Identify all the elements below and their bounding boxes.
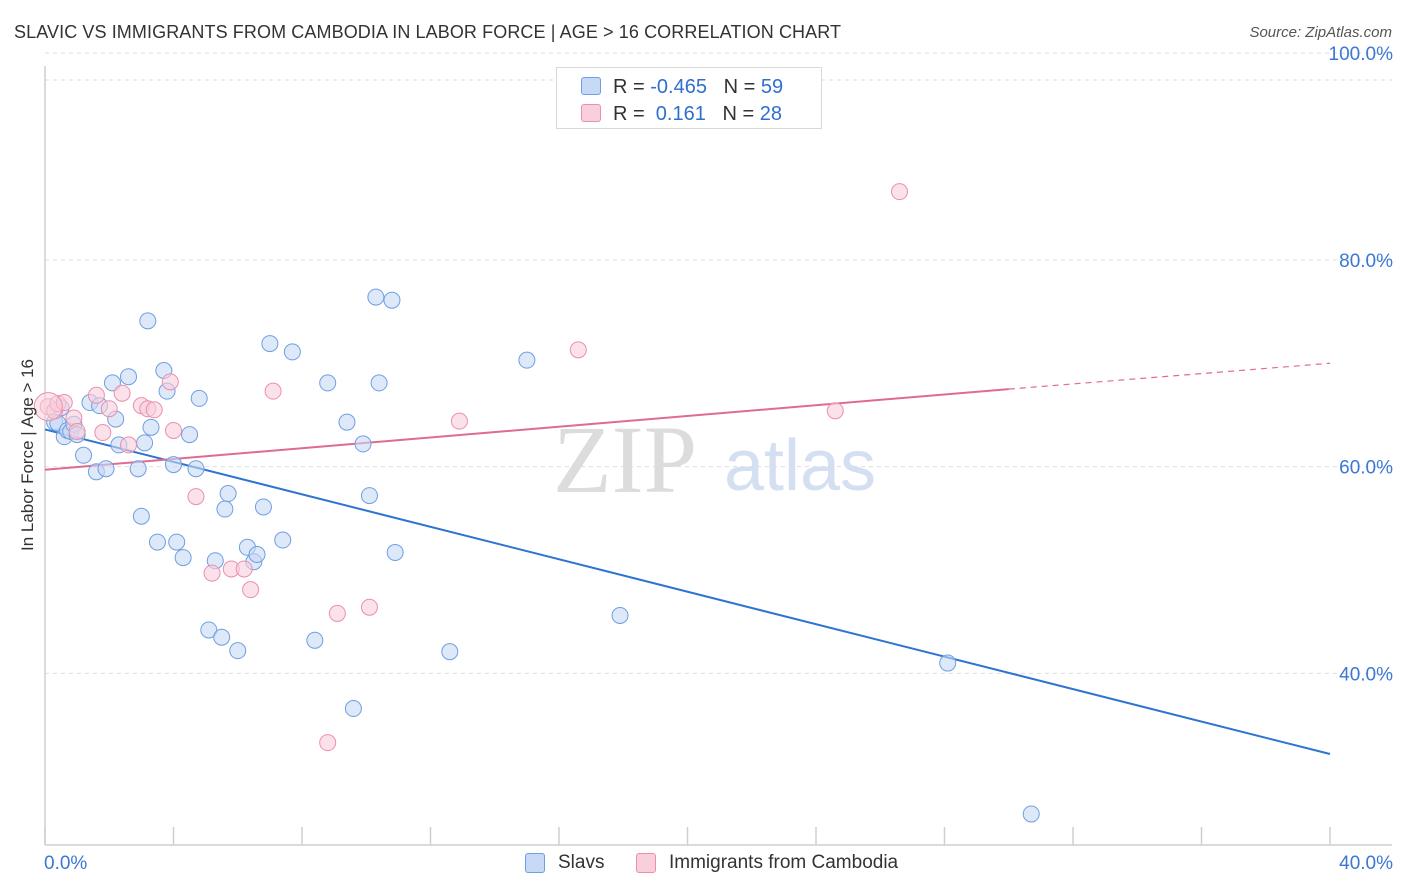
y-tick-label: 40.0%	[1339, 664, 1393, 685]
cambodia-point	[161, 373, 179, 391]
slavs-point	[338, 413, 356, 431]
cambodia-point	[187, 488, 205, 506]
cambodia-point	[165, 421, 182, 439]
legend-n-value: 59	[760, 76, 784, 98]
slavs-point	[360, 487, 378, 505]
slavs-point	[181, 426, 199, 444]
legend-n-value: 28	[759, 103, 783, 125]
cambodia-point	[68, 422, 86, 440]
cambodia-point	[235, 560, 253, 578]
slavs-point	[174, 549, 192, 567]
legend-r-value: 0.161	[650, 103, 706, 125]
legend-label-slavs: Slavs	[558, 852, 605, 873]
slavs-point	[319, 374, 337, 392]
slavs-point	[136, 434, 154, 452]
cambodia-point	[450, 412, 468, 430]
y-tick-label: 60.0%	[1339, 458, 1393, 479]
cambodia-point	[145, 401, 163, 419]
cambodia-point	[319, 734, 337, 752]
slavs-point	[939, 654, 957, 672]
slavs-point	[274, 531, 292, 549]
slavs-trend-line	[44, 428, 1331, 755]
slavs-point	[261, 335, 279, 353]
legend-r-label: R =	[613, 76, 651, 98]
slavs-point	[168, 533, 186, 551]
slavs-point	[518, 351, 536, 369]
slavs-point	[283, 343, 301, 361]
chart-title: SLAVIC VS IMMIGRANTS FROM CAMBODIA IN LA…	[14, 22, 842, 42]
slavs-point	[386, 543, 404, 561]
legend-swatch-blue	[525, 853, 545, 873]
slavs-point	[383, 291, 401, 309]
x-tick-label: 40.0%	[1339, 853, 1393, 874]
slavs-point	[219, 485, 237, 503]
slavs-point	[254, 498, 272, 516]
slavs-point	[306, 631, 324, 649]
cambodia-point	[328, 604, 346, 622]
y-tick-label: 80.0%	[1339, 251, 1393, 272]
source-credit: Source: ZipAtlas.com	[1249, 24, 1392, 41]
y-tick-label: 100.0%	[1329, 44, 1394, 65]
legend-label-cambodia: Immigrants from Cambodia	[669, 852, 899, 873]
legend-swatch-pink	[636, 853, 656, 873]
cambodia-point	[569, 341, 587, 359]
legend-swatch-blue	[581, 77, 601, 95]
legend-swatch-pink	[581, 104, 601, 122]
slavs-point	[213, 628, 231, 646]
cambodia-trend-line	[44, 388, 1009, 471]
slavs-point	[129, 460, 147, 478]
slavs-point	[190, 389, 208, 407]
slavs-point	[139, 312, 157, 330]
cambodia-point	[891, 183, 909, 201]
trend-lines	[44, 362, 1331, 755]
legend-n-label: N =	[722, 103, 760, 125]
watermark: ZIP atlas	[553, 406, 876, 513]
slavs-point	[344, 700, 362, 718]
slavs-point	[1022, 805, 1040, 823]
cambodia-point	[87, 386, 105, 404]
tick-labels: 40.0% 60.0% 80.0% 100.0% 0.0% 40.0%	[44, 44, 1393, 874]
cambodia-point	[203, 564, 221, 582]
slavs-point	[120, 368, 138, 386]
legend-r-label: R =	[613, 103, 651, 125]
cambodia-point	[242, 581, 260, 599]
axes	[44, 66, 1392, 846]
slavs-point	[611, 607, 629, 624]
legend-r-value: -0.465	[650, 76, 707, 98]
slavs-point	[142, 418, 160, 436]
cambodia-point	[100, 400, 118, 418]
slavs-point	[148, 533, 166, 551]
slavs-point	[354, 435, 372, 453]
slavs-point	[441, 643, 459, 661]
watermark-atlas: atlas	[724, 426, 876, 506]
slavs-point	[132, 507, 150, 525]
cambodia-point	[120, 436, 138, 454]
slavs-point	[165, 456, 182, 474]
cambodia-point	[264, 382, 282, 400]
slavs-point	[187, 460, 205, 478]
slavs-point	[200, 621, 218, 639]
correlation-legend: R = -0.465 N = 59 R = 0.161 N = 28	[556, 67, 822, 129]
slavs-point	[367, 288, 385, 306]
cambodia-point	[826, 402, 844, 420]
y-axis-label: In Labor Force | Age > 16	[18, 358, 37, 552]
cambodia-point	[33, 392, 63, 422]
grid	[45, 52, 1392, 674]
slavs-point	[216, 500, 234, 518]
cambodia-point	[360, 598, 378, 616]
x-tick-label: 0.0%	[44, 853, 87, 874]
cambodia-trend-extension	[1008, 362, 1331, 390]
cambodia-point	[94, 424, 112, 442]
slavs-point	[97, 460, 115, 478]
watermark-zip: ZIP	[553, 406, 697, 513]
slavs-point	[75, 446, 93, 464]
slavs-point	[229, 642, 247, 660]
cambodia-point	[113, 384, 131, 402]
legend-n-label: N =	[723, 76, 761, 98]
slavs-point	[248, 546, 266, 564]
data-points	[33, 183, 1040, 823]
slavs-point	[370, 374, 388, 392]
